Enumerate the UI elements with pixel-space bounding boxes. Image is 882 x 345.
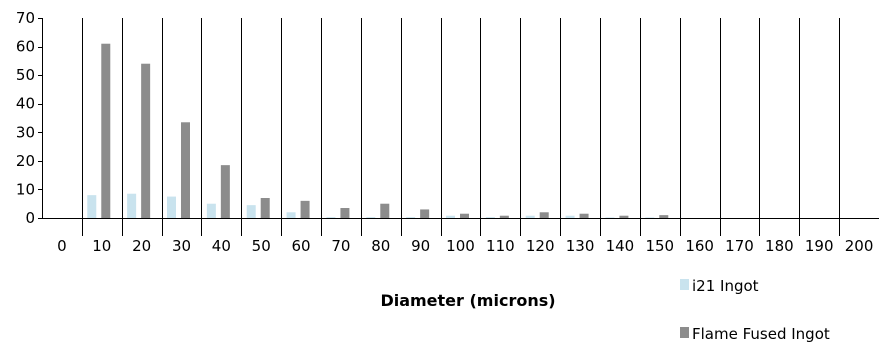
y-tick-label: 40 [16, 95, 35, 113]
bar-i21 [246, 205, 256, 218]
x-tick-label: 90 [411, 237, 430, 255]
x-tick-label: 180 [765, 237, 794, 255]
legend-label-i21: i21 Ingot [692, 277, 759, 295]
x-tick-label: 10 [92, 237, 111, 255]
x-tick-label: 70 [331, 237, 350, 255]
bar-i21 [87, 195, 97, 218]
x-tick-label: 0 [57, 237, 67, 255]
bar-flame-fused [181, 122, 190, 218]
x-tick-label: 170 [725, 237, 754, 255]
bar-i21 [605, 217, 615, 218]
y-tick-label: 50 [16, 66, 35, 84]
bar-flame-fused [619, 215, 629, 218]
legend-swatch-i21 [680, 279, 689, 290]
legend: i21 Ingot Flame Fused Ingot [680, 277, 830, 343]
bar-i21 [206, 203, 216, 218]
x-tick-label: 60 [292, 237, 311, 255]
y-tick-label: 70 [16, 9, 35, 27]
bar-i21 [485, 217, 495, 218]
bar-flame-fused [300, 200, 310, 218]
bar-i21 [525, 215, 535, 218]
x-tick-label: 150 [645, 237, 674, 255]
x-tick-label: 50 [252, 237, 271, 255]
x-tick-label: 40 [212, 237, 231, 255]
bar-i21 [127, 193, 137, 218]
x-tick-label: 190 [805, 237, 834, 255]
bar-i21 [565, 215, 575, 218]
bar-flame-fused [460, 213, 469, 218]
bar-flame-fused [420, 209, 430, 218]
x-tick-label: 30 [172, 237, 191, 255]
bar-i21 [366, 217, 376, 218]
bar-flame-fused [101, 43, 111, 218]
bar-flame-fused [141, 63, 151, 218]
bar-flame-fused [539, 212, 549, 218]
legend-swatch-flame-fused [680, 327, 689, 338]
y-tick-label: 30 [16, 123, 35, 141]
bar-i21 [286, 212, 296, 218]
y-tick-label: 0 [25, 209, 35, 227]
x-tick-label: 80 [371, 237, 390, 255]
bar-flame-fused [260, 198, 270, 218]
bar-i21 [167, 196, 176, 218]
bar-i21 [446, 215, 455, 218]
x-tick-label: 20 [132, 237, 151, 255]
x-axis: 0 10 20 30 40 50 60 70 80 90 100 110 120 130 140 150 160… [57, 237, 873, 255]
x-tick-label: 200 [845, 237, 874, 255]
x-tick-label: 110 [486, 237, 515, 255]
x-tick-label: 140 [606, 237, 635, 255]
y-axis: 0 10 20 30 40 50 60 70 [16, 9, 42, 227]
plot-area [38, 18, 879, 236]
x-axis-title: Diameter (microns) [380, 291, 555, 310]
y-tick-label: 60 [16, 38, 35, 56]
bar-flame-fused [659, 215, 669, 218]
bar-flame-fused [499, 215, 509, 218]
x-tick-label: 160 [685, 237, 714, 255]
bar-flame-fused [220, 165, 230, 218]
x-tick-label: 130 [566, 237, 595, 255]
bar-flame-fused [579, 213, 589, 218]
x-tick-label: 120 [526, 237, 555, 255]
y-tick-label: 20 [16, 152, 35, 170]
x-tick-label: 100 [446, 237, 475, 255]
y-tick-label: 10 [16, 180, 35, 198]
legend-label-flame-fused: Flame Fused Ingot [692, 325, 830, 343]
bar-i21 [406, 217, 416, 218]
bar-flame-fused [340, 208, 350, 218]
bar-i21 [326, 217, 336, 218]
bar-flame-fused [380, 203, 390, 218]
bar-i21 [645, 217, 655, 218]
